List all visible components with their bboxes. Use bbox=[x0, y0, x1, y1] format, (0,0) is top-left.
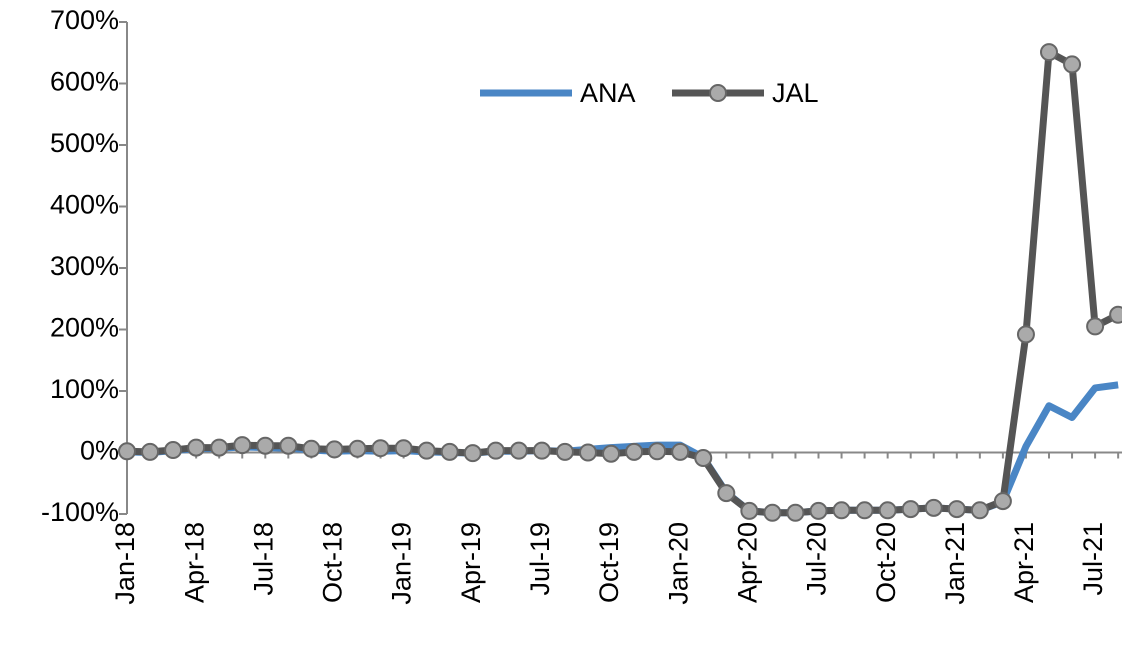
y-tick-label: 300% bbox=[50, 251, 119, 281]
point-marker bbox=[1086, 317, 1105, 336]
point-marker bbox=[256, 436, 275, 455]
y-tick-label: 0% bbox=[80, 436, 119, 466]
x-tick-label: Jan-20 bbox=[663, 522, 693, 605]
legend-label: ANA bbox=[580, 78, 636, 108]
point-marker bbox=[210, 438, 229, 457]
x-tick-label: Jul-20 bbox=[802, 522, 832, 596]
point-marker bbox=[164, 441, 183, 460]
point-marker bbox=[417, 441, 436, 460]
point-marker bbox=[740, 501, 759, 520]
point-marker bbox=[579, 443, 597, 462]
point-marker bbox=[1016, 325, 1035, 344]
x-tick-label: Apr-20 bbox=[732, 522, 762, 603]
point-marker bbox=[394, 439, 413, 458]
point-marker bbox=[509, 441, 528, 460]
point-marker bbox=[532, 441, 551, 460]
point-marker bbox=[463, 444, 482, 463]
y-tick-label: -100% bbox=[41, 497, 119, 527]
x-tick-label: Oct-20 bbox=[871, 522, 901, 603]
point-marker bbox=[118, 442, 136, 461]
point-marker bbox=[993, 492, 1012, 511]
point-marker bbox=[486, 441, 505, 460]
point-marker bbox=[786, 503, 805, 522]
legend-marker bbox=[709, 84, 727, 102]
y-tick-label: 700% bbox=[50, 5, 119, 35]
point-marker bbox=[970, 501, 989, 520]
x-tick-label: Apr-21 bbox=[1009, 522, 1039, 603]
point-marker bbox=[832, 501, 851, 520]
x-tick-label: Jan-19 bbox=[387, 522, 417, 605]
point-marker bbox=[325, 440, 344, 459]
point-marker bbox=[809, 501, 828, 520]
point-marker bbox=[1109, 305, 1122, 324]
point-marker bbox=[901, 500, 920, 519]
point-marker bbox=[1040, 43, 1058, 62]
point-marker bbox=[694, 449, 713, 468]
x-tick-label: Jan-18 bbox=[110, 522, 140, 605]
y-tick-label: 600% bbox=[50, 67, 119, 97]
point-marker bbox=[141, 442, 160, 461]
point-marker bbox=[302, 439, 321, 458]
legend-label: JAL bbox=[772, 78, 819, 108]
point-marker bbox=[648, 442, 667, 461]
point-marker bbox=[279, 436, 298, 455]
point-marker bbox=[878, 501, 897, 520]
point-marker bbox=[671, 442, 690, 461]
point-marker bbox=[371, 439, 390, 458]
point-marker bbox=[763, 503, 782, 522]
y-tick-label: 400% bbox=[50, 190, 119, 220]
x-tick-label: Jan-21 bbox=[940, 522, 970, 605]
point-marker bbox=[602, 444, 621, 463]
y-tick-label: 100% bbox=[50, 374, 119, 404]
x-tick-label: Apr-18 bbox=[179, 522, 209, 603]
point-marker bbox=[440, 442, 459, 461]
point-marker bbox=[947, 500, 966, 519]
x-tick-label: Oct-19 bbox=[594, 522, 624, 603]
point-marker bbox=[233, 436, 252, 455]
point-marker bbox=[924, 498, 943, 517]
point-marker bbox=[187, 438, 206, 457]
point-marker bbox=[555, 442, 574, 461]
x-tick-label: Jul-18 bbox=[248, 522, 278, 596]
x-tick-label: Jul-19 bbox=[525, 522, 555, 596]
y-tick-label: 500% bbox=[50, 128, 119, 158]
y-tick-label: 200% bbox=[50, 313, 119, 343]
point-marker bbox=[717, 484, 736, 503]
point-marker bbox=[348, 439, 367, 458]
point-marker bbox=[625, 442, 644, 461]
point-marker bbox=[1063, 55, 1082, 74]
x-tick-label: Apr-19 bbox=[456, 522, 486, 603]
point-marker bbox=[855, 501, 874, 520]
x-tick-label: Jul-21 bbox=[1078, 522, 1108, 596]
x-tick-label: Oct-18 bbox=[318, 522, 348, 603]
